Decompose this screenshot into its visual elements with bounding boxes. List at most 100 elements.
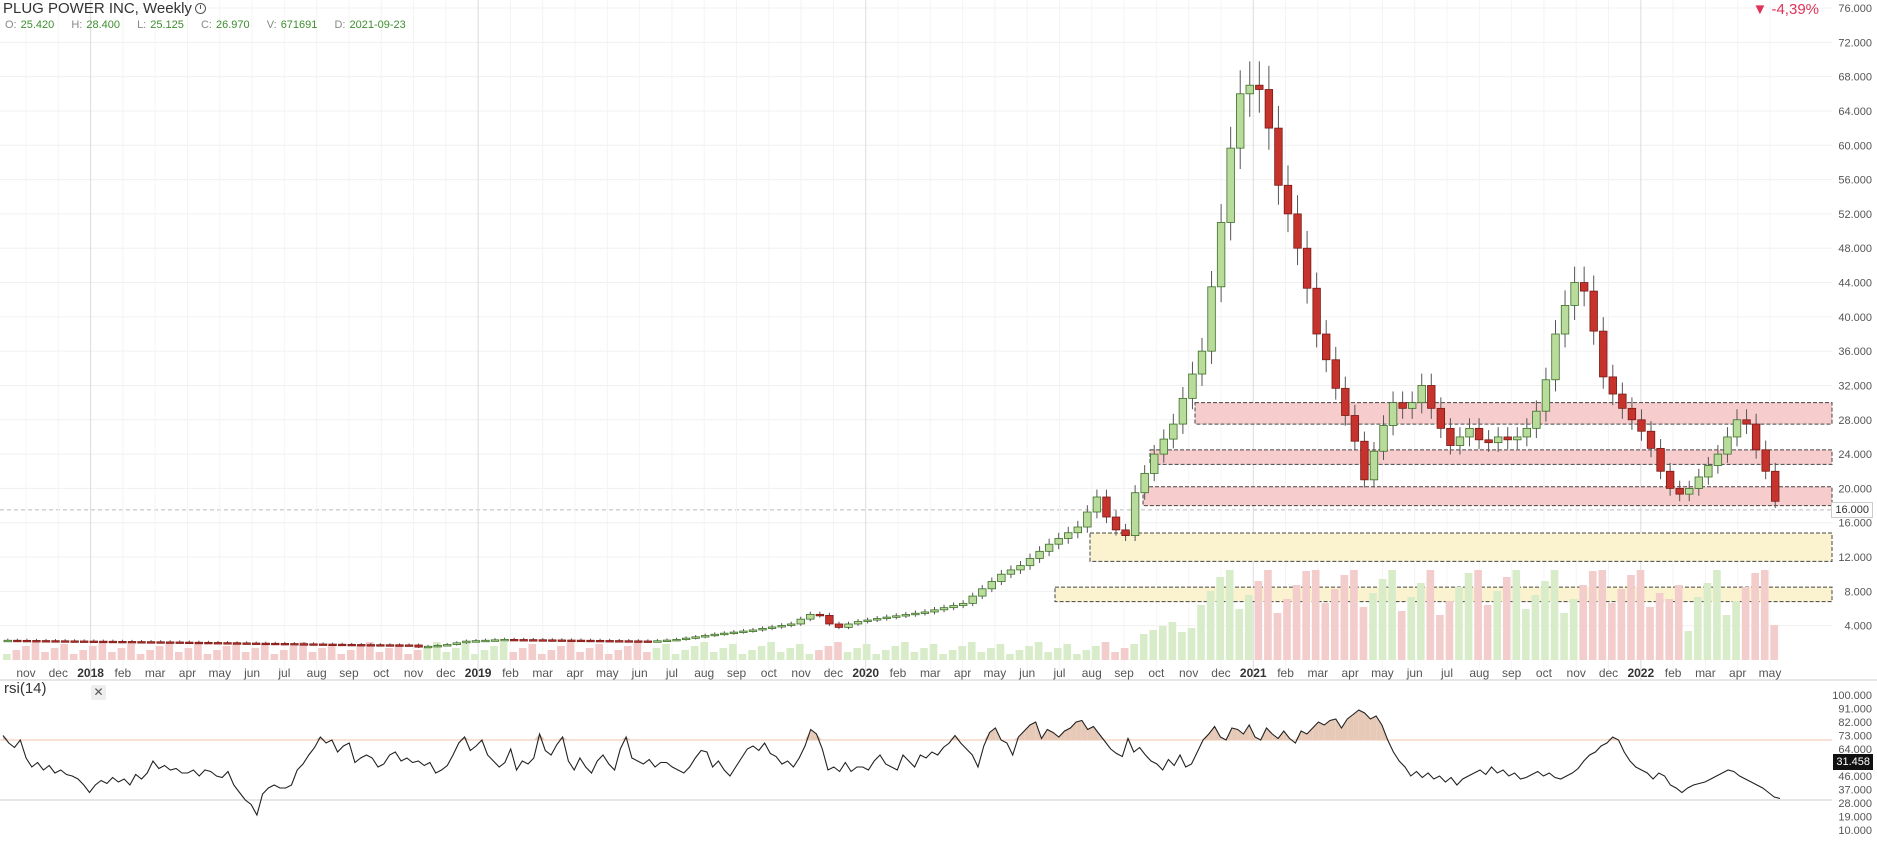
volume-bar bbox=[1025, 646, 1033, 660]
time-tick-label: jul bbox=[1440, 666, 1453, 680]
volume-bar bbox=[1073, 654, 1081, 660]
volume-bar bbox=[60, 644, 68, 660]
candle-body bbox=[433, 645, 442, 648]
candle-body bbox=[1713, 453, 1723, 466]
candle-body bbox=[796, 618, 805, 625]
candle-body bbox=[242, 642, 251, 645]
candle-body bbox=[1264, 89, 1274, 129]
volume-bar bbox=[1560, 613, 1568, 660]
volume-bar bbox=[1244, 595, 1253, 660]
volume-bar bbox=[1264, 570, 1272, 660]
volume-bar bbox=[1588, 571, 1597, 660]
volume-bar bbox=[280, 650, 288, 660]
volume-bar bbox=[834, 642, 842, 660]
volume-bar bbox=[423, 646, 432, 660]
volume-bar bbox=[1015, 650, 1024, 660]
rsi-tick-label: 73.000 bbox=[1838, 731, 1872, 743]
volume-bar bbox=[1006, 654, 1014, 660]
volume-bar bbox=[346, 650, 355, 660]
rsi-overbought-area bbox=[1358, 710, 1365, 740]
candle-body bbox=[643, 640, 653, 643]
candle-body bbox=[691, 636, 700, 639]
rsi-overbought-area bbox=[954, 735, 961, 740]
candle-body bbox=[1522, 427, 1532, 438]
price-tick-label: 4.000 bbox=[1844, 621, 1872, 633]
candle-body bbox=[290, 643, 299, 646]
rsi-overbought-area bbox=[983, 732, 990, 740]
candle-body bbox=[99, 640, 108, 644]
rsi-overbought-area bbox=[1012, 737, 1019, 740]
volume-bar bbox=[709, 652, 718, 660]
candle-body bbox=[1350, 415, 1360, 442]
candle-body bbox=[1513, 436, 1522, 441]
ohlc-open-value: 25.420 bbox=[20, 19, 55, 31]
time-tick-label: 2020 bbox=[852, 666, 879, 680]
candle-body bbox=[1675, 488, 1684, 495]
time-tick-label: nov bbox=[1179, 666, 1198, 680]
candle-body bbox=[366, 644, 375, 647]
candle-body bbox=[901, 614, 911, 617]
candle-body bbox=[1073, 526, 1082, 534]
volume-bar bbox=[1063, 644, 1072, 660]
volume-bar bbox=[853, 648, 861, 660]
time-tick-label: mar bbox=[1308, 666, 1329, 680]
volume-bar bbox=[1502, 577, 1511, 660]
candle-body bbox=[720, 632, 729, 636]
time-tick-label: mar bbox=[1695, 666, 1716, 680]
candle-body bbox=[108, 640, 118, 644]
volume-bar bbox=[98, 642, 107, 660]
volume-bar bbox=[690, 646, 699, 660]
ohlc-open-label: O: bbox=[5, 19, 17, 31]
volume-bar bbox=[1474, 570, 1482, 660]
candle-body bbox=[1025, 558, 1035, 567]
price-zone bbox=[1142, 486, 1833, 507]
volume-bar bbox=[88, 646, 97, 660]
volume-bar bbox=[1149, 630, 1158, 660]
volume-bar bbox=[432, 642, 441, 660]
volume-bar bbox=[614, 650, 623, 660]
volume-bar bbox=[1092, 646, 1100, 660]
close-icon[interactable]: ✕ bbox=[91, 685, 106, 700]
volume-bar bbox=[1216, 577, 1224, 660]
volume-bar bbox=[1311, 570, 1320, 660]
volume-bar bbox=[1034, 642, 1043, 660]
volume-bar bbox=[375, 652, 384, 660]
candle-body bbox=[1255, 84, 1264, 90]
candle-body bbox=[595, 639, 605, 643]
candle-body bbox=[1646, 430, 1656, 449]
time-tick-label: oct bbox=[373, 666, 390, 680]
volume-bar bbox=[1665, 599, 1673, 660]
volume-bar bbox=[1569, 599, 1578, 660]
volume-bar bbox=[652, 648, 661, 660]
rsi-overbought-area bbox=[1318, 722, 1325, 740]
candle-body bbox=[1541, 379, 1551, 412]
volume-bar bbox=[1330, 589, 1339, 660]
candle-body bbox=[1446, 427, 1455, 446]
candle-body bbox=[1379, 425, 1388, 452]
candle-body bbox=[968, 595, 977, 604]
clock-icon[interactable] bbox=[194, 3, 206, 14]
ohlc-date-label: D: bbox=[334, 19, 346, 31]
candle-body bbox=[1484, 439, 1493, 444]
rsi-tick-label: 28.000 bbox=[1838, 798, 1872, 810]
ohlc-date-value: 2021-09-23 bbox=[349, 19, 406, 31]
volume-bar bbox=[929, 644, 938, 660]
candle-body bbox=[853, 621, 863, 625]
price-tick-label: 32.000 bbox=[1838, 380, 1872, 392]
volume-bar bbox=[461, 644, 470, 660]
volume-bar bbox=[499, 642, 508, 660]
price-tick-label: 64.000 bbox=[1838, 106, 1872, 118]
volume-bar bbox=[1770, 625, 1779, 660]
candle-body bbox=[309, 643, 318, 646]
candle-body bbox=[825, 614, 834, 625]
volume-bar bbox=[1397, 611, 1406, 660]
ohlc-volume-label: V: bbox=[266, 19, 277, 31]
time-tick-label: mar bbox=[532, 666, 553, 680]
price-axis: 4.000 8.000 12.000 16.000 20.000 24.000 28.000… bbox=[1838, 3, 1872, 633]
volume-bar bbox=[1436, 615, 1444, 660]
price-tick-label: 8.000 bbox=[1844, 586, 1872, 598]
volume-bar bbox=[1378, 579, 1387, 660]
candle-body bbox=[1751, 423, 1761, 451]
rsi-tick-label: 37.000 bbox=[1838, 785, 1872, 797]
